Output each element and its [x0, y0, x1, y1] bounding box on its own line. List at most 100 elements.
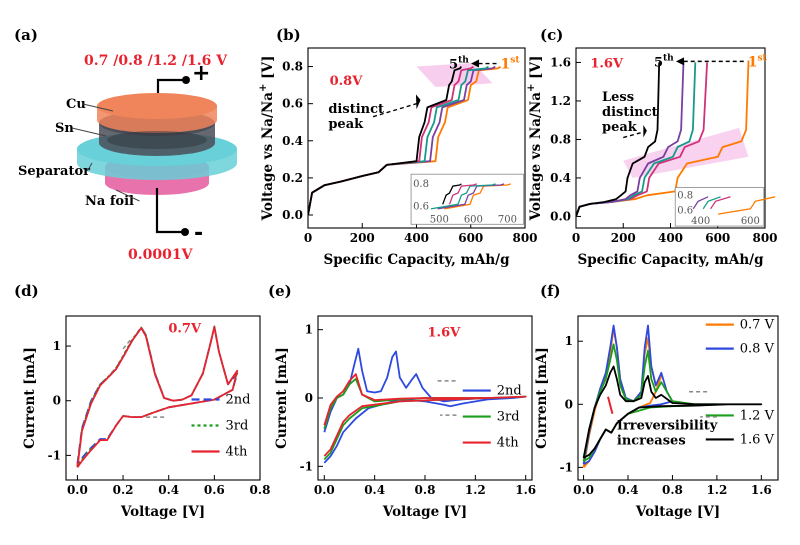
legend-label: 0.7 V [740, 318, 775, 333]
series-line-2nd [323, 347, 527, 464]
y-tick-label: 0.0 [282, 208, 303, 222]
x-tick-label: 0.4 [158, 483, 179, 497]
legend-label: 3rd [226, 418, 249, 433]
y-tick-label: 0.2 [282, 171, 303, 185]
peak-annotation-line: peak [602, 120, 638, 135]
y-axis-label-unit: [V] [528, 56, 544, 84]
plot-frame [65, 315, 261, 481]
x-axis-label: Voltage [V] [382, 504, 467, 520]
y-axis-label-sup: + [526, 84, 537, 92]
x-tick-label: 600 [705, 231, 730, 245]
highlight-region [623, 127, 749, 178]
y-axis-label: Current [mA] [274, 347, 290, 449]
y-axis-label-sup: + [258, 84, 269, 92]
cycle-arrow-head [675, 57, 684, 66]
panel-label-a: (a) [14, 26, 38, 44]
x-tick-label: 0.8 [250, 483, 271, 497]
fifth-cycle-label: 5th [654, 53, 674, 70]
x-tick-label: 0 [304, 231, 312, 245]
inset-series-line [442, 183, 462, 205]
top-terminal-dot [182, 76, 190, 84]
chart-title: 0.8V [330, 74, 364, 89]
chart-b: (b) 0 200 400 600 800 0.0 0.2 0.4 0.6 0.8 Specific … [258, 26, 538, 268]
inset-x-tick-label: 700 [498, 214, 517, 225]
bottom-voltage-label: 0.0001V [128, 247, 194, 263]
x-axis-label: Specific Capacity, mAh/g [323, 252, 510, 268]
x-tick-label: 200 [350, 231, 375, 245]
x-tick-label: 0.0 [67, 483, 88, 497]
peak-arrow-line [372, 102, 417, 118]
inset-series-line [710, 196, 731, 210]
fifth-cycle-label: 5th [449, 56, 469, 73]
peak-annotation-line: Less [602, 90, 634, 105]
y-axis-label: Current [mA] [534, 347, 550, 449]
y-tick-label: -1 [48, 448, 61, 462]
series-line-5th [308, 66, 463, 216]
series-group [323, 347, 527, 464]
inset-x-tick-label: 600 [741, 216, 760, 227]
panel-label-e: (e) [268, 282, 292, 300]
chart-title: 1.6V [428, 326, 462, 341]
layer-label-na-foil: Na foil [85, 194, 134, 209]
x-axis-label: Voltage [V] [120, 504, 205, 520]
x-tick-label: 0 [572, 231, 580, 245]
x-tick-label: 200 [611, 231, 636, 245]
x-tick-label: 0.4 [364, 483, 385, 497]
series-group [308, 65, 502, 216]
first-sup: st [757, 53, 767, 63]
plus-terminal-sign: + [192, 61, 210, 86]
legend-label: 0.8 V [740, 342, 775, 357]
inset-series-line [430, 183, 496, 210]
series-line-5th [576, 62, 661, 217]
chart-d: (d) 0.0 0.2 0.4 0.6 0.8 -1 0 1 Voltage [V] Current… [14, 282, 270, 520]
x-tick-label: 0.0 [573, 483, 594, 497]
y-tick-label: 0.6 [282, 97, 303, 111]
x-tick-label: 0.4 [618, 483, 639, 497]
x-tick-label: 800 [512, 231, 537, 245]
first-num: 1 [501, 57, 511, 73]
inset-series-line [437, 183, 505, 210]
x-tick-label: 400 [658, 231, 683, 245]
panel-label-f: (f) [540, 282, 561, 300]
panel-label-c: (c) [540, 26, 563, 44]
panel-label-b: (b) [276, 26, 301, 44]
peak-arrow-head [415, 94, 421, 110]
y-tick-label: 1.6 [550, 55, 571, 69]
y-axis-label-main: Voltage vs Na/Na [260, 92, 276, 222]
peak-arrow-head [643, 125, 647, 138]
y-tick-label: 1 [565, 334, 573, 348]
plot-frame [577, 315, 779, 481]
note-line: increases [617, 434, 686, 449]
x-tick-label: 1.2 [465, 483, 486, 497]
inset-x-tick-label: 600 [464, 214, 483, 225]
inset-y-tick-label: 0.8 [413, 179, 429, 190]
series-group [582, 324, 763, 468]
x-tick-label: 0.8 [662, 483, 683, 497]
inset-c: 0.6 0.8 400 600 [674, 187, 776, 227]
layer-leader-2 [87, 162, 93, 172]
y-tick-label: 0 [565, 397, 573, 411]
x-tick-label: 1.2 [706, 483, 727, 497]
legend-label: 4th [497, 436, 519, 451]
y-tick-label: 0 [305, 391, 313, 405]
fifth-num: 5 [449, 58, 458, 73]
inset-frame [674, 187, 765, 227]
legend-label: 1.2 V [740, 408, 775, 423]
layer-label-separator: Separator [18, 164, 90, 179]
layer-leader-0 [82, 103, 114, 112]
minus-terminal-sign: - [194, 221, 203, 246]
chart-title: 1.6V [590, 56, 624, 71]
layer-leader-1 [71, 127, 107, 137]
legend-f: 0.7 V 0.8 V 1.2 V 1.6 V [705, 318, 775, 447]
inset-b: 0.6 0.8 500 600 700 [410, 173, 525, 225]
bottom-terminal-dot [181, 228, 189, 236]
series-line-4th [323, 373, 527, 457]
first-num: 1 [748, 54, 758, 70]
series-line-2nd [76, 326, 239, 465]
note-line: Irreversibility [617, 419, 718, 434]
x-tick-label: 0.2 [113, 483, 134, 497]
legend-label: 2nd [497, 384, 522, 399]
inset-x-tick-label: 400 [691, 216, 710, 227]
series-line-4th [76, 326, 239, 468]
